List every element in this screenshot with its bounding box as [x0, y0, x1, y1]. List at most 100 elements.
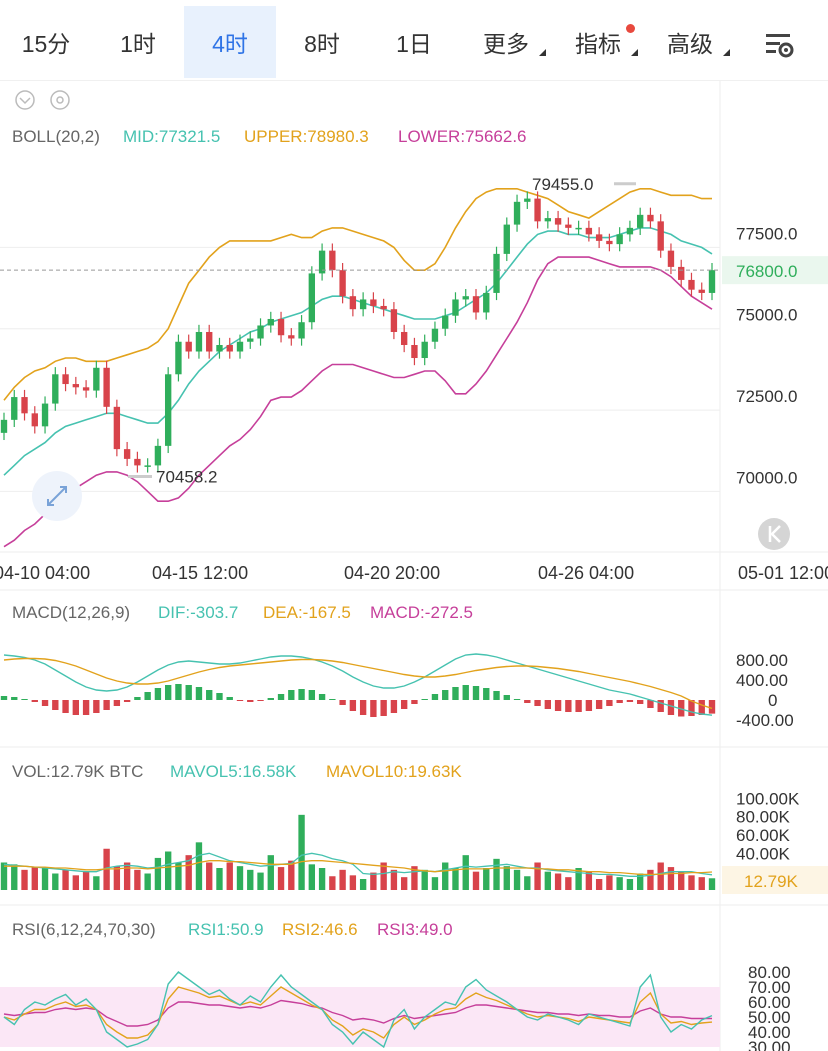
tab-7[interactable]: 高级	[644, 6, 736, 78]
candle	[698, 289, 705, 293]
candle	[277, 318, 285, 336]
candle	[390, 309, 398, 332]
candle	[431, 328, 439, 342]
tab-3[interactable]: 8时	[276, 6, 368, 78]
vol-bar	[52, 873, 59, 890]
rsi-tick-label: 30.00	[748, 1038, 791, 1051]
vol-bar	[339, 869, 346, 890]
chart-settings-icon[interactable]	[760, 28, 800, 60]
macd-bar	[411, 700, 418, 704]
candle	[708, 270, 716, 293]
macd-bar	[257, 700, 264, 701]
candle	[21, 397, 28, 414]
dropdown-caret-icon	[539, 49, 546, 56]
candle	[318, 250, 326, 274]
macd-bar	[164, 685, 172, 700]
vol-bar	[134, 869, 141, 890]
macd-bar	[288, 690, 295, 700]
candle	[442, 315, 449, 329]
candle	[41, 403, 49, 427]
macd-bar	[390, 700, 398, 713]
candle	[359, 299, 367, 310]
vol-bar	[359, 879, 367, 890]
macd-bar	[31, 700, 38, 702]
tab-6[interactable]: 指标	[552, 6, 644, 78]
vol-bar	[575, 868, 582, 890]
macd-label: MACD(12,26,9)	[12, 603, 130, 622]
vol-bar	[11, 864, 18, 890]
macd-bar	[185, 685, 192, 700]
vol-bar	[123, 862, 131, 890]
vol-bar	[21, 869, 28, 890]
tab-4[interactable]: 1日	[368, 6, 460, 78]
scroll-to-latest-icon[interactable]	[758, 518, 790, 550]
macd-bar	[318, 694, 326, 700]
candle	[380, 305, 387, 310]
macd-bar	[298, 689, 305, 700]
vol-bar	[206, 862, 213, 890]
macd-bar	[154, 688, 162, 700]
vol-tick-label: 100.00K	[736, 789, 800, 808]
vol-bar	[606, 875, 613, 890]
price-tick-label: 75000.0	[736, 306, 797, 325]
candle	[616, 234, 623, 245]
candle	[11, 397, 18, 420]
vol-bar	[483, 868, 490, 890]
current-price-label: 76800.0	[736, 262, 797, 281]
macd-bar	[493, 691, 500, 700]
candle	[52, 374, 59, 404]
vol-bar	[565, 877, 572, 890]
tab-1[interactable]: 1时	[92, 6, 184, 78]
vol-bar	[308, 864, 316, 890]
candle	[524, 198, 531, 202]
macd-bar	[636, 700, 644, 704]
macd-bar	[103, 700, 110, 710]
macd-bar	[534, 700, 541, 706]
macd-bar	[277, 694, 285, 700]
vol-bar	[236, 866, 244, 890]
chevron-down-icon	[19, 97, 31, 105]
macd-bar	[93, 700, 100, 713]
macd-bar	[595, 700, 603, 709]
candle	[493, 253, 500, 293]
macd-bar	[113, 700, 121, 706]
rsi-label: RSI(6,12,24,70,30)	[12, 920, 156, 939]
boll-upper-label: UPPER:78980.3	[244, 127, 369, 146]
candle	[667, 250, 675, 267]
time-axis-label: 04-26 04:00	[538, 563, 634, 583]
candle	[185, 341, 192, 352]
vol-bar	[62, 869, 69, 890]
macd-bar	[195, 687, 203, 700]
time-axis-label: 04-20 20:00	[344, 563, 440, 583]
candle	[554, 218, 562, 225]
vol-bar	[144, 873, 151, 890]
vol-bar	[82, 871, 90, 890]
gear-icon	[56, 96, 64, 104]
candle	[595, 234, 603, 241]
price-tick-label: 70000.0	[736, 468, 797, 487]
trading-chart[interactable]: 70000.0 72500.0 75000.0 77500.0 76800.0 79455…	[0, 80, 828, 1051]
rsi1-label: RSI1:50.9	[188, 920, 264, 939]
vol-bar	[329, 876, 336, 890]
mavol5-label: MAVOL5:16.58K	[170, 762, 297, 781]
boll-mid-line	[3, 227, 713, 476]
candle	[0, 419, 8, 433]
tab-2[interactable]: 4时	[184, 6, 276, 78]
vol-bar	[554, 873, 562, 890]
candle	[636, 214, 644, 228]
macd-bar	[421, 699, 428, 700]
tab-5[interactable]: 更多	[460, 6, 552, 78]
macd-bar	[698, 700, 705, 715]
macd-bar	[82, 700, 90, 715]
tab-0[interactable]: 15分	[0, 6, 92, 78]
vol-bar	[688, 875, 695, 890]
macd-bar	[11, 697, 18, 700]
vol-bar	[493, 858, 500, 890]
vol-bar	[431, 877, 439, 890]
candle	[82, 387, 90, 391]
vol-bar	[380, 862, 387, 890]
macd-bar	[524, 700, 531, 703]
boll-lower-label: LOWER:75662.6	[398, 127, 527, 146]
candle	[123, 449, 131, 459]
rsi1-line	[3, 971, 713, 1049]
